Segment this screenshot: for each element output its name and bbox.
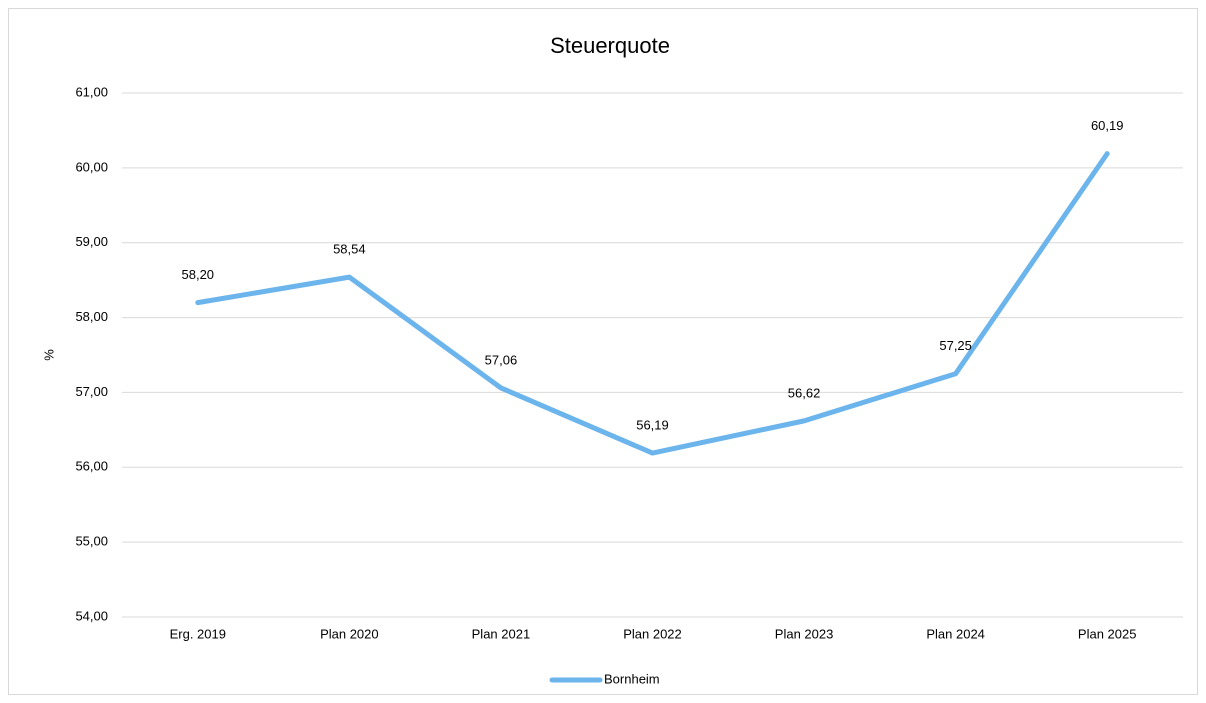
x-tick-label: Plan 2025 xyxy=(1078,626,1137,641)
x-tick-label: Plan 2023 xyxy=(775,626,834,641)
data-label: 57,25 xyxy=(939,338,972,353)
y-tick-label: 57,00 xyxy=(75,384,108,399)
y-tick-label: 56,00 xyxy=(75,459,108,474)
chart-title: Steuerquote xyxy=(550,33,670,58)
data-label: 56,62 xyxy=(788,385,821,400)
series-line xyxy=(195,151,1110,456)
x-tick-label: Plan 2024 xyxy=(926,626,985,641)
data-label: 56,19 xyxy=(636,418,669,433)
x-tick-label: Plan 2020 xyxy=(320,626,379,641)
y-tick-label: 54,00 xyxy=(75,608,108,623)
data-label: 60,19 xyxy=(1091,118,1124,133)
y-tick-label: 61,00 xyxy=(75,84,108,99)
y-tick-label: 59,00 xyxy=(75,234,108,249)
legend-label: Bornheim xyxy=(604,671,660,686)
chart-border xyxy=(8,8,1198,695)
x-tick-label: Plan 2021 xyxy=(472,626,531,641)
x-tick-label: Erg. 2019 xyxy=(170,626,226,641)
y-tick-label: 60,00 xyxy=(75,159,108,174)
x-tick-label: Plan 2022 xyxy=(623,626,682,641)
data-label: 58,20 xyxy=(182,267,215,282)
data-label: 58,54 xyxy=(333,242,366,257)
y-tick-label: 58,00 xyxy=(75,309,108,324)
y-tick-label: 55,00 xyxy=(75,534,108,549)
data-label: 57,06 xyxy=(485,352,518,367)
y-axis-label: % xyxy=(41,349,56,361)
